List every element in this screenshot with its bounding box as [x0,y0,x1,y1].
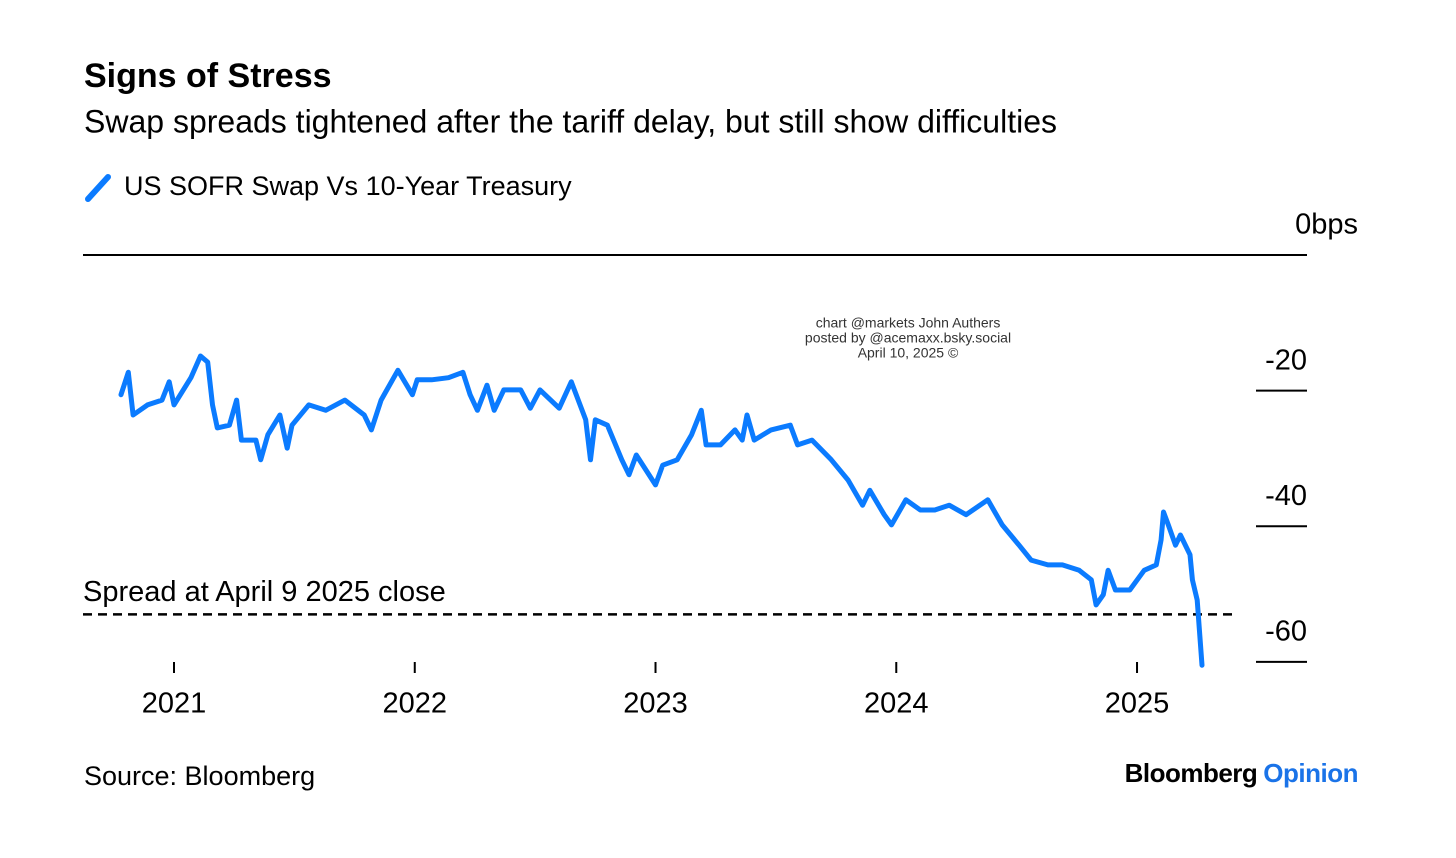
x-tick-label: 2023 [623,688,688,720]
reference-label: Spread at April 9 2025 close [83,576,446,608]
data-line [118,353,1205,668]
y-tick-label: -20 [1265,344,1307,376]
legend-label: US SOFR Swap Vs 10-Year Treasury [124,171,572,201]
chart-title: Signs of Stress [84,57,332,95]
chart-subtitle: Swap spreads tightened after the tariff … [84,103,1057,139]
x-tick-label: 2024 [864,688,929,720]
y-tick-label: 0bps [1295,209,1358,241]
source: Source: Bloomberg [84,761,315,791]
x-tick-label: 2025 [1105,688,1170,720]
x-tick-label: 2021 [142,688,207,720]
brand-name: Bloomberg [1125,758,1258,788]
watermark: April 10, 2025 © [858,345,959,361]
x-tick-label: 2022 [383,688,448,720]
watermark: chart @markets John Authers [816,315,1001,331]
y-tick-label: -60 [1265,615,1307,647]
brand: Bloomberg Opinion [1125,758,1358,788]
brand-suffix: Opinion [1263,758,1358,788]
y-tick-label: -40 [1265,480,1307,512]
legend-swatch [85,174,111,202]
watermark: posted by @acemaxx.bsky.social [805,330,1011,346]
